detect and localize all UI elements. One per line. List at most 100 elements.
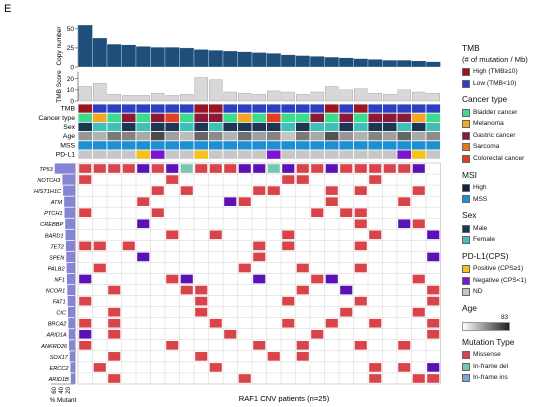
gene-label: ARID1B (48, 377, 69, 383)
track-cell (425, 103, 441, 114)
annotation-tracks: TMB Cancer type Sex Age MSS PD-L1 (38, 103, 441, 160)
mutation-cell (282, 241, 295, 251)
track-cell (353, 122, 369, 133)
age-gradient-max: 83 (501, 313, 509, 321)
copy-number-bar (164, 46, 180, 68)
track-cell (425, 149, 441, 160)
mutation-cell (427, 296, 440, 306)
pct-tick-label: 40 (59, 386, 65, 393)
gene-label: CIC (56, 311, 67, 317)
track-cell (193, 122, 209, 133)
track-cell (92, 149, 108, 160)
track-cell (353, 131, 369, 142)
legend-label: High (473, 184, 487, 192)
legend-sex-title: Sex (462, 210, 477, 221)
mutation-cell (137, 164, 150, 173)
track-cell (150, 149, 166, 160)
pct-mutant-bar (67, 284, 75, 296)
pct-mutant-bar (64, 196, 75, 207)
mutation-cell (180, 164, 193, 173)
copy-number-bar (425, 61, 441, 68)
mutation-cell (412, 307, 425, 317)
track-cell (338, 140, 354, 151)
mutation-cell (79, 241, 92, 251)
track-cell (382, 112, 398, 123)
track-cell (367, 140, 383, 151)
mutation-cell (296, 175, 309, 184)
track-cell (338, 112, 354, 123)
tmb-score-bar (223, 91, 237, 102)
track-cell (121, 131, 137, 142)
tmb-score-bar (165, 95, 179, 102)
track-cell (222, 140, 238, 151)
mutation-cell (108, 374, 121, 383)
pct-tick-label: 20 (66, 386, 72, 393)
track-cell (77, 103, 93, 114)
track-cell (150, 103, 166, 114)
track-cell (411, 103, 427, 114)
track-cell (338, 103, 354, 114)
track-cell (135, 103, 151, 114)
mutation-cell (427, 363, 440, 372)
mutation-cell (267, 164, 280, 173)
track-cell (266, 140, 282, 151)
track-cell (309, 140, 325, 151)
track-cell (121, 122, 137, 133)
pct-mutant-bar (68, 318, 75, 329)
mutation-cell (238, 164, 251, 173)
mutation-cell (238, 263, 251, 273)
tmb-score-bar (238, 92, 252, 102)
mutation-cell (311, 329, 324, 339)
legend-cancer: Cancer type Bladder cancer Melanoma Gast… (462, 95, 548, 164)
legend-swatch (462, 131, 470, 140)
mutation-cell (93, 241, 106, 251)
track-cell (150, 112, 166, 123)
track-cell (179, 122, 195, 133)
track-cell (280, 131, 296, 142)
track-label: MSS (60, 142, 75, 149)
track-cell (237, 140, 253, 151)
mutation-cell (354, 186, 367, 195)
track-cell (164, 103, 180, 114)
mutation-cell (79, 318, 92, 328)
mutation-cell (311, 274, 324, 284)
copy-number-bar (367, 59, 383, 68)
track-cell (309, 131, 325, 142)
tmb-score-bar (412, 91, 426, 102)
mutation-cell (296, 285, 309, 295)
track-cell (309, 149, 325, 160)
pct-mutant-bar (66, 273, 75, 285)
mutation-cell (137, 197, 150, 206)
pct-mutant-bar (70, 373, 75, 384)
copy-number-bar (106, 43, 122, 68)
copy-number-bar (309, 56, 325, 68)
tmb-score-bar (78, 86, 92, 102)
track-cell (179, 103, 195, 114)
mutation-cell (282, 296, 295, 306)
track-cell (266, 131, 282, 142)
mutation-cell (253, 252, 266, 262)
mutation-cell (238, 197, 251, 206)
gene-label: NOTCH3 (37, 178, 61, 184)
legend-swatch (462, 68, 470, 77)
copy-number-chart: 0 25 50 Copy number (56, 24, 441, 71)
track-cell (367, 103, 383, 114)
mutation-cell (354, 164, 367, 173)
legend-age-title: Age (462, 303, 477, 313)
track-cell (106, 149, 122, 160)
mutation-cell (151, 164, 164, 173)
legend-mutation: Mutation Type Missense In-frame del In-f… (462, 337, 548, 384)
mutation-cell (427, 285, 440, 295)
track-cell (353, 140, 369, 151)
mutation-cell (267, 186, 280, 195)
tmb-score-bar (354, 88, 368, 102)
legend-item: Male (462, 223, 548, 235)
track-cell (324, 140, 340, 151)
legend-item: High (462, 182, 548, 194)
mutation-cell (166, 175, 179, 184)
legend-item: Gastric cancer (462, 130, 548, 142)
track-cell (77, 112, 93, 123)
mutation-cell (180, 285, 193, 295)
copy-number-tick-label: 0 (70, 64, 74, 71)
